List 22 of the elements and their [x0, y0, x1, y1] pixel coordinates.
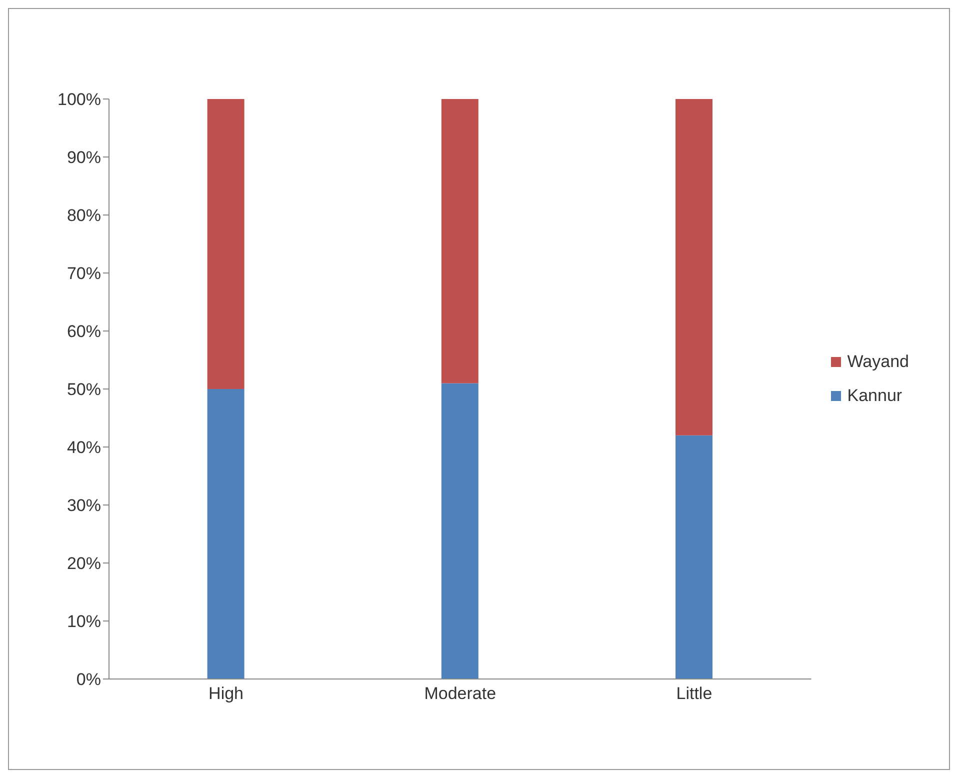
- y-tick-label: 90%: [66, 148, 101, 168]
- y-tick-label: 80%: [66, 206, 101, 226]
- y-tick-label: 20%: [66, 554, 101, 574]
- y-tick-label: 0%: [76, 670, 101, 690]
- bar: [207, 389, 244, 679]
- bar: [675, 435, 712, 679]
- y-tick-label: 40%: [66, 438, 101, 458]
- bar: [207, 99, 244, 389]
- bar: [441, 383, 478, 679]
- x-tick-label: High: [208, 684, 244, 704]
- legend-label: Kannur: [847, 386, 902, 406]
- y-tick-label: 60%: [66, 322, 101, 342]
- x-tick-label: Little: [676, 684, 712, 704]
- x-tick-label: Moderate: [424, 684, 496, 704]
- y-tick-label: 50%: [66, 380, 101, 400]
- y-tick-label: 100%: [58, 90, 101, 110]
- bar: [441, 99, 478, 384]
- y-tick-label: 70%: [66, 264, 101, 284]
- y-tick-label: 30%: [66, 496, 101, 516]
- y-tick-label: 10%: [66, 612, 101, 632]
- bar: [675, 99, 712, 436]
- legend-label: Wayand: [847, 352, 909, 372]
